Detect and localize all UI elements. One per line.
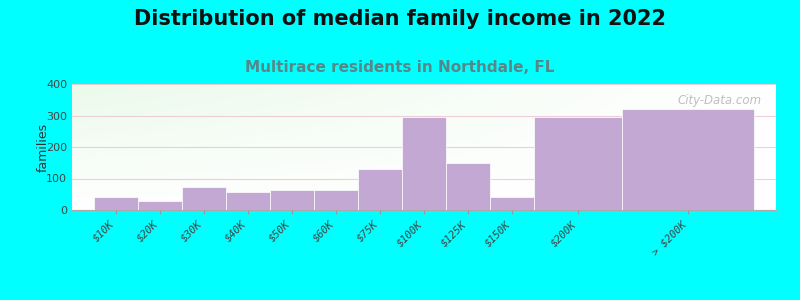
Bar bbox=[182, 187, 226, 210]
Bar bbox=[226, 192, 270, 210]
Text: City-Data.com: City-Data.com bbox=[678, 94, 762, 107]
Bar bbox=[138, 201, 182, 210]
Bar bbox=[402, 117, 446, 210]
Bar bbox=[314, 190, 358, 210]
Y-axis label: families: families bbox=[37, 122, 50, 172]
Bar bbox=[534, 117, 622, 210]
Text: Multirace residents in Northdale, FL: Multirace residents in Northdale, FL bbox=[246, 60, 554, 75]
Bar bbox=[490, 197, 534, 210]
Bar bbox=[622, 109, 754, 210]
Text: Distribution of median family income in 2022: Distribution of median family income in … bbox=[134, 9, 666, 29]
Bar bbox=[270, 190, 314, 210]
Bar bbox=[446, 163, 490, 210]
Bar bbox=[94, 197, 138, 210]
Bar bbox=[358, 169, 402, 210]
